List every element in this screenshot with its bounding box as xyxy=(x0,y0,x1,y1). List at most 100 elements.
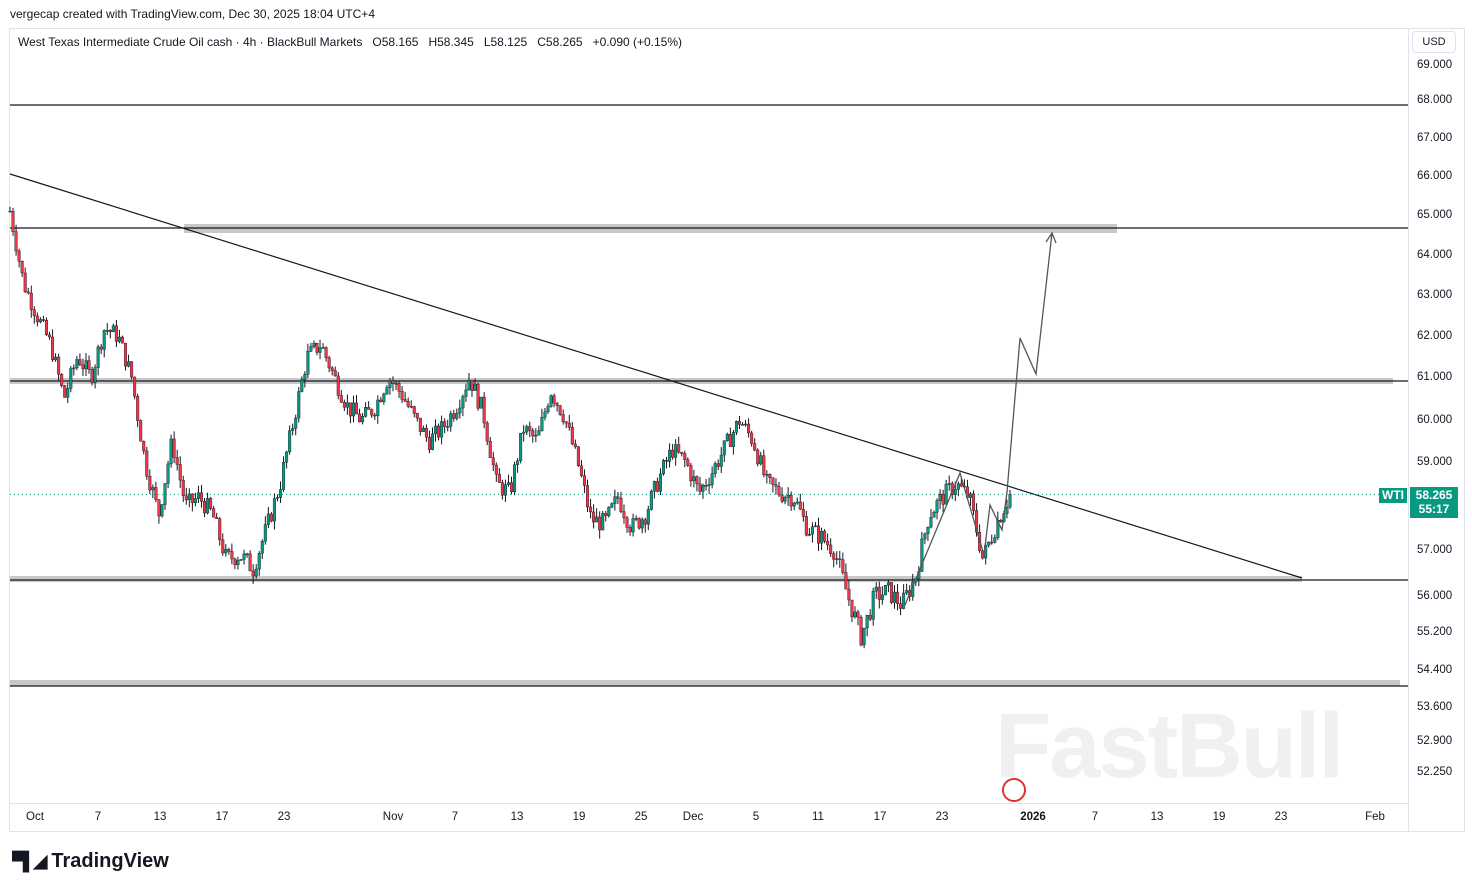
candle-body xyxy=(570,427,574,445)
candle-body xyxy=(355,402,359,415)
candle-body xyxy=(658,473,662,492)
candle-body xyxy=(807,533,811,536)
candle-body xyxy=(102,330,106,350)
candle-body xyxy=(434,425,438,435)
candle-body xyxy=(497,473,501,483)
candle-body xyxy=(874,586,878,592)
candle-body xyxy=(777,486,781,496)
candle-body xyxy=(78,359,82,366)
candle-body xyxy=(427,436,431,450)
candle-body xyxy=(321,347,325,349)
candle-body xyxy=(820,530,824,544)
candle-body xyxy=(525,426,529,433)
candle-body xyxy=(789,494,793,507)
candle-body xyxy=(573,443,577,447)
candle-body xyxy=(452,413,456,419)
price-axis[interactable]: 69.000 68.000 67.000 66.000 65.000 64.000 63.0… xyxy=(1408,28,1464,831)
price-tick: 62.000 xyxy=(1417,330,1453,342)
candle-body xyxy=(23,272,27,292)
candle-body xyxy=(151,487,155,491)
currency-button[interactable]: USD xyxy=(1412,31,1456,53)
candle-body xyxy=(111,325,115,333)
candle-body xyxy=(531,430,535,437)
price-tick: 65.000 xyxy=(1417,209,1453,221)
candle-body xyxy=(968,493,972,498)
candle-body xyxy=(762,455,766,476)
candle-body xyxy=(1008,494,1012,508)
candle-body xyxy=(193,498,197,504)
candle-body xyxy=(263,524,267,542)
trend-line xyxy=(9,173,1303,579)
tradingview-logo[interactable]: ▀▌◢ TradingView xyxy=(12,850,169,873)
price-tick: 57.000 xyxy=(1417,544,1453,556)
candle-body xyxy=(367,407,371,410)
candle-body xyxy=(117,336,121,342)
candle-body xyxy=(57,356,61,375)
candle-body xyxy=(601,513,605,531)
candle-body xyxy=(245,553,249,556)
candle-body xyxy=(163,483,167,505)
candle-body xyxy=(506,482,510,485)
candle-body xyxy=(470,379,474,391)
candle-body xyxy=(649,491,653,510)
candle-body xyxy=(883,584,887,596)
candle-body xyxy=(184,495,188,501)
candle-body xyxy=(236,560,240,566)
candle-body xyxy=(826,541,830,546)
candle-body xyxy=(516,460,520,465)
symbol-name[interactable]: West Texas Intermediate Crude Oil cash ·… xyxy=(18,35,363,49)
candle-body xyxy=(464,389,468,397)
candle-body xyxy=(221,539,225,554)
candle-body xyxy=(17,250,21,262)
candle-body xyxy=(479,396,483,409)
candle-body xyxy=(154,487,158,500)
candle-body xyxy=(93,367,97,383)
candle-body xyxy=(616,496,620,499)
candle-body xyxy=(35,315,39,323)
candle-body xyxy=(519,433,523,461)
symbol-legend: West Texas Intermediate Crude Oil cash ·… xyxy=(18,35,682,49)
candle-body xyxy=(8,210,12,213)
tv-logo-icon: ▀▌◢ xyxy=(12,851,47,871)
time-tick: 23 xyxy=(935,811,949,823)
candle-body xyxy=(178,464,182,481)
candle-body xyxy=(233,558,237,566)
candle-body xyxy=(646,509,650,525)
candle-body xyxy=(75,359,79,369)
ohlc-low: L58.125 xyxy=(483,35,528,49)
candle-body xyxy=(421,427,425,432)
candle-body xyxy=(32,309,36,317)
candle-body xyxy=(63,385,67,398)
candle-body xyxy=(260,541,264,554)
candle-body xyxy=(889,582,893,603)
candle-body xyxy=(555,402,559,406)
candle-body xyxy=(920,538,924,572)
candle-body xyxy=(774,484,778,487)
candle-body xyxy=(324,347,328,358)
candle-body xyxy=(224,549,228,554)
time-tick: 11 xyxy=(812,811,824,823)
candle-body xyxy=(467,379,471,391)
candle-body xyxy=(318,347,322,353)
candle-body xyxy=(266,513,270,525)
candle-body xyxy=(695,476,699,485)
candle-body xyxy=(692,476,696,482)
candle-body xyxy=(239,559,243,561)
candle-body xyxy=(415,413,419,419)
candle-body xyxy=(269,513,273,522)
candle-body xyxy=(440,421,444,438)
candle-body xyxy=(993,537,997,543)
time-axis[interactable]: Oct 7 13 17 23 Nov 7 13 19 25 Dec 5 11 17 23 2026 7 13 19 2… xyxy=(9,803,1409,832)
candle-body xyxy=(747,423,751,434)
time-tick: 2026 xyxy=(1020,811,1046,823)
candle-body xyxy=(798,501,802,510)
candle-body xyxy=(66,388,70,398)
candle-body xyxy=(750,432,754,444)
candle-body xyxy=(51,336,55,361)
candle-body xyxy=(14,231,18,252)
candle-body xyxy=(868,614,872,620)
candle-body xyxy=(160,504,164,517)
candle-body xyxy=(722,440,726,456)
candle-body xyxy=(370,409,374,416)
